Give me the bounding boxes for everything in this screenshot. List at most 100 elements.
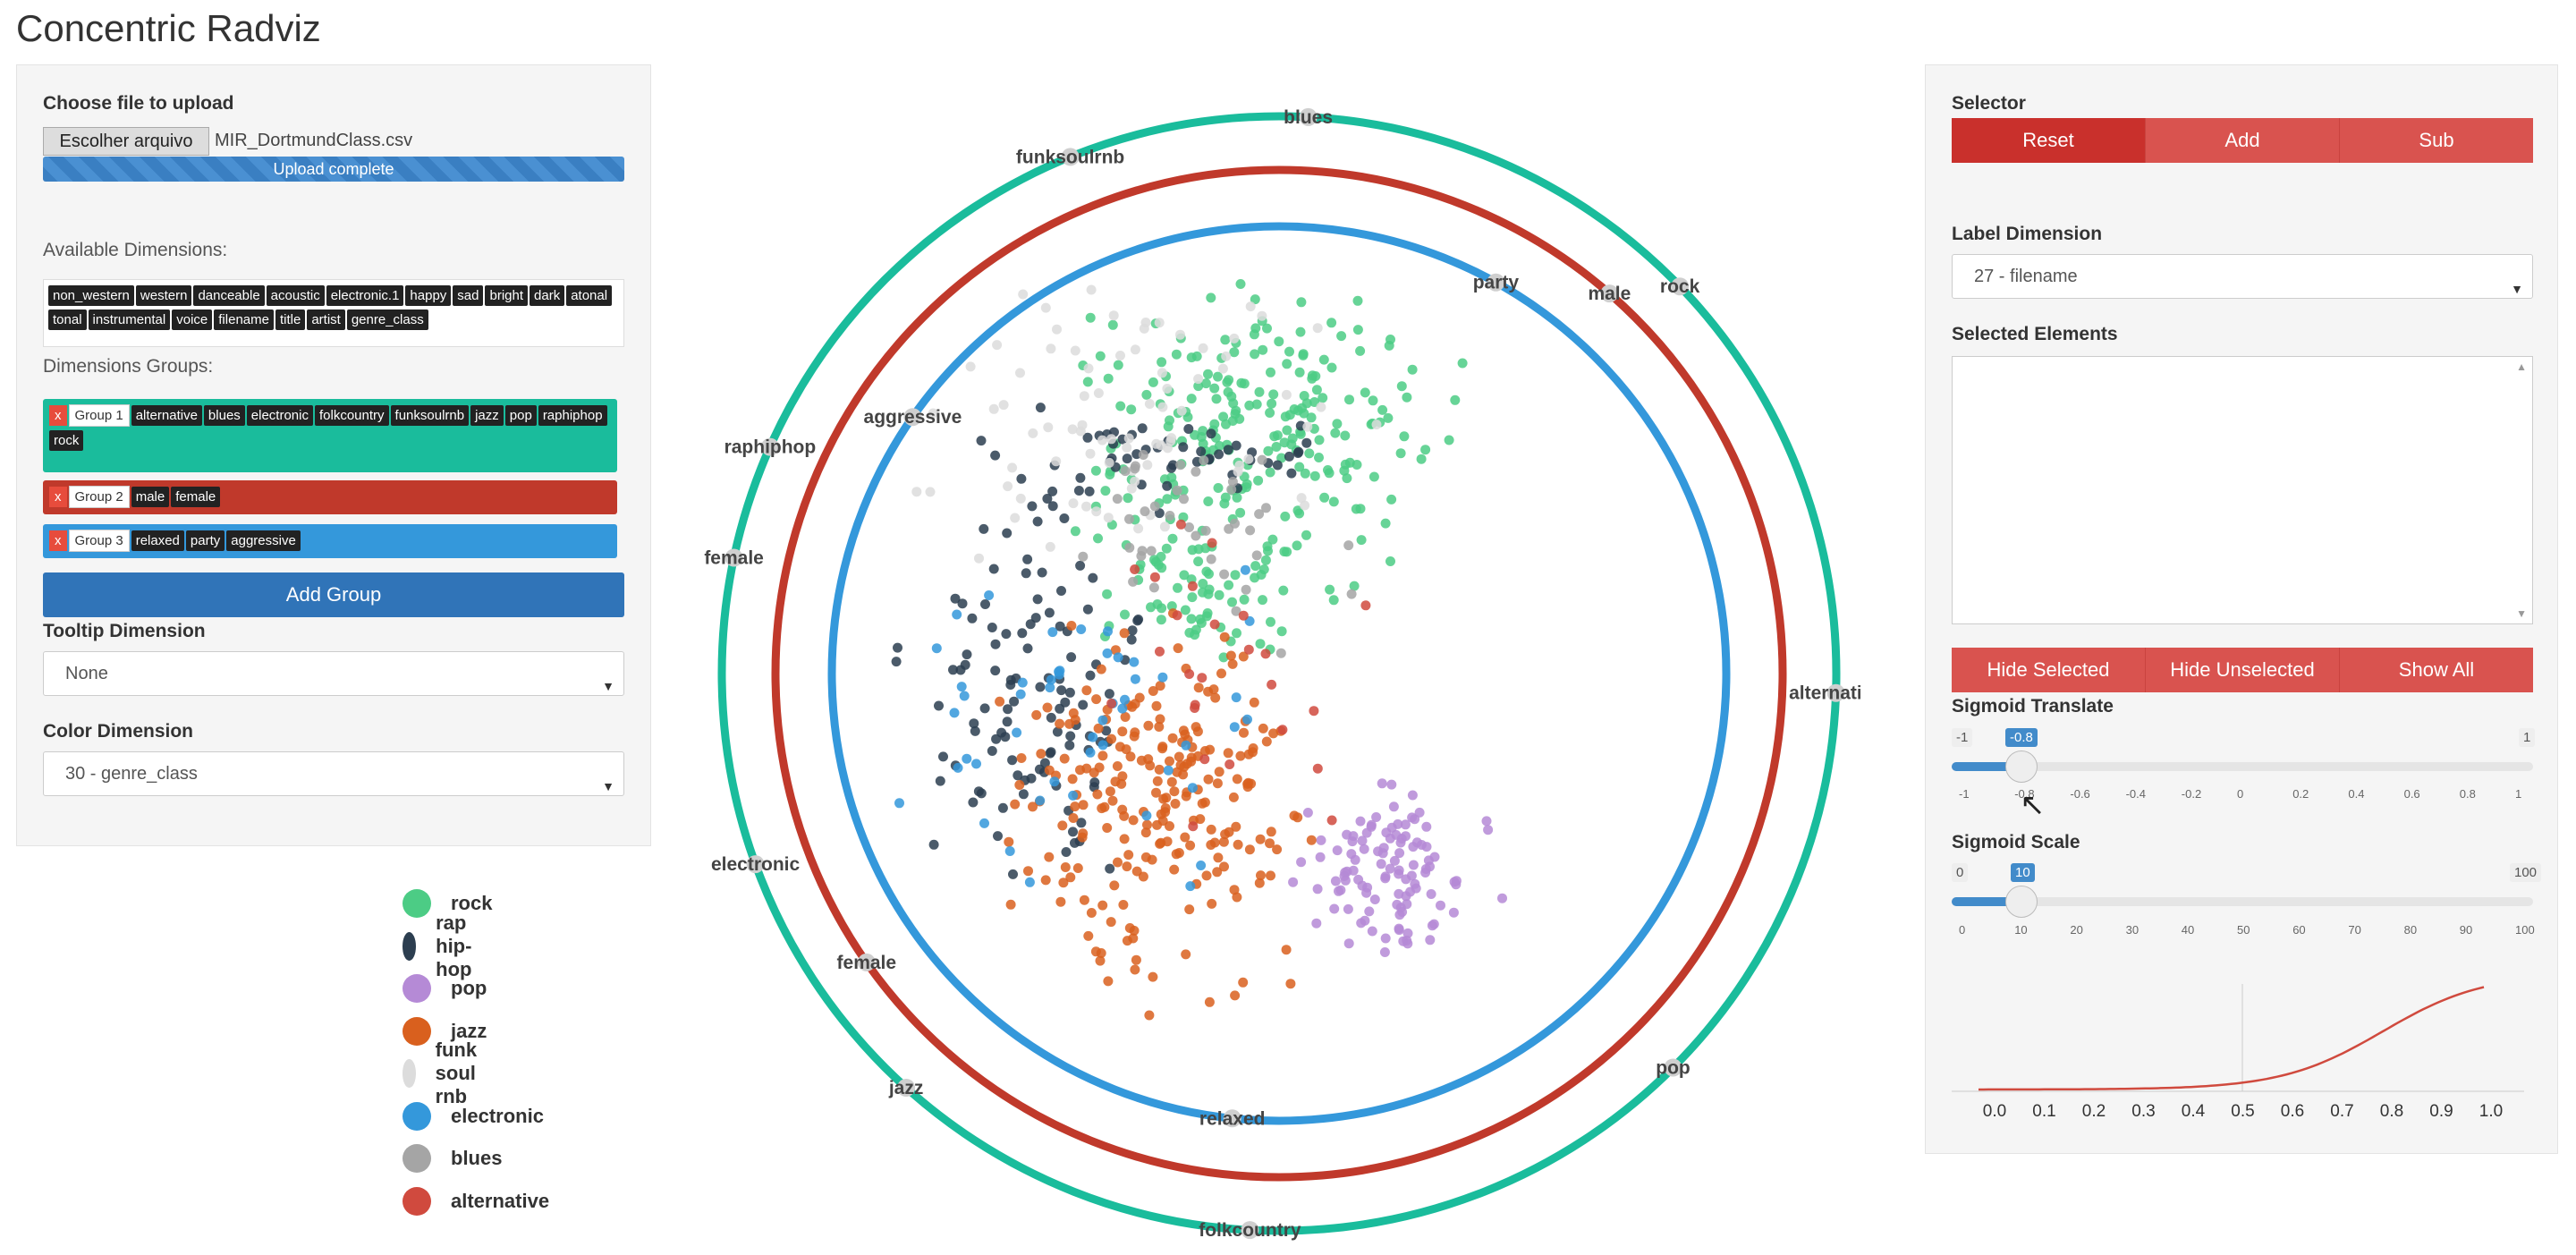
data-point[interactable] [1000, 732, 1011, 742]
data-point[interactable] [1402, 936, 1412, 945]
data-point[interactable] [957, 598, 968, 609]
data-point[interactable] [1122, 936, 1132, 946]
show-all-button[interactable]: Show All [2340, 648, 2533, 692]
data-point[interactable] [1055, 621, 1065, 632]
data-point[interactable] [1284, 451, 1294, 462]
data-point[interactable] [1339, 870, 1350, 881]
data-point[interactable] [1300, 468, 1310, 479]
data-point[interactable] [1139, 323, 1149, 334]
data-point[interactable] [1051, 456, 1062, 467]
data-point[interactable] [1311, 918, 1322, 929]
data-point[interactable] [1156, 615, 1166, 625]
data-point[interactable] [1149, 501, 1160, 512]
data-point[interactable] [1224, 580, 1234, 590]
data-point[interactable] [1042, 702, 1053, 713]
dimension-group[interactable]: x Group 2 male female [43, 480, 617, 514]
data-point[interactable] [1407, 364, 1418, 375]
data-point[interactable] [1065, 872, 1076, 883]
data-point[interactable] [1004, 836, 1014, 847]
data-point[interactable] [1043, 422, 1054, 433]
data-point[interactable] [1056, 685, 1067, 696]
data-point[interactable] [1231, 692, 1241, 703]
data-point[interactable] [973, 786, 984, 797]
data-point[interactable] [1411, 837, 1422, 848]
data-point[interactable] [1141, 810, 1152, 821]
data-point[interactable] [1104, 689, 1114, 700]
data-point[interactable] [1203, 369, 1213, 379]
group-dimension-chip[interactable]: alternative [131, 405, 202, 426]
data-point[interactable] [1045, 683, 1055, 693]
group-dimension-chip[interactable]: female [171, 487, 221, 507]
data-point[interactable] [1428, 919, 1439, 929]
data-point[interactable] [1359, 844, 1369, 854]
data-point[interactable] [1032, 594, 1043, 605]
data-point[interactable] [1289, 810, 1300, 821]
anchor-label[interactable]: male [1588, 284, 1631, 304]
data-point[interactable] [1130, 564, 1140, 574]
data-point[interactable] [1360, 915, 1370, 926]
data-point[interactable] [1206, 293, 1216, 303]
data-point[interactable] [934, 700, 944, 711]
data-point[interactable] [979, 818, 989, 828]
dimension-chip[interactable]: atonal [566, 285, 613, 306]
data-point[interactable] [894, 798, 904, 809]
data-point[interactable] [1190, 703, 1200, 713]
data-point[interactable] [1106, 917, 1116, 928]
data-point[interactable] [1107, 319, 1118, 330]
data-point[interactable] [1119, 628, 1130, 639]
data-point[interactable] [1229, 885, 1240, 895]
data-point[interactable] [1235, 279, 1246, 289]
data-point[interactable] [1163, 765, 1174, 776]
anchor-marker[interactable] [1600, 284, 1619, 303]
data-point[interactable] [1232, 774, 1242, 784]
data-point[interactable] [1448, 907, 1459, 918]
sub-button[interactable]: Sub [2340, 118, 2533, 163]
data-point[interactable] [1182, 759, 1192, 769]
data-point[interactable] [1319, 492, 1330, 503]
group-dimension-chip[interactable]: relaxed [131, 530, 184, 551]
data-point[interactable] [1119, 834, 1130, 844]
data-point[interactable] [1057, 820, 1068, 831]
data-point[interactable] [1148, 582, 1159, 593]
data-point[interactable] [1230, 990, 1241, 1001]
data-point[interactable] [1296, 297, 1307, 308]
data-point[interactable] [1295, 428, 1306, 439]
data-point[interactable] [1239, 378, 1250, 389]
data-point[interactable] [1366, 821, 1377, 832]
data-point[interactable] [1292, 448, 1303, 458]
anchor-marker[interactable] [760, 437, 779, 456]
data-point[interactable] [1243, 644, 1254, 655]
data-point[interactable] [1130, 699, 1140, 709]
data-point[interactable] [995, 696, 1005, 707]
data-point[interactable] [1200, 525, 1211, 536]
data-point[interactable] [1059, 513, 1070, 523]
data-point[interactable] [1144, 1010, 1155, 1021]
data-point[interactable] [1022, 643, 1033, 654]
data-point[interactable] [1151, 787, 1161, 798]
hide-unselected-button[interactable]: Hide Unselected [2146, 648, 2340, 692]
data-point[interactable] [1402, 392, 1412, 403]
data-point[interactable] [1360, 600, 1371, 611]
data-point[interactable] [1170, 799, 1181, 809]
data-point[interactable] [1267, 679, 1277, 690]
data-point[interactable] [1188, 821, 1199, 832]
data-point[interactable] [1173, 643, 1183, 654]
data-point[interactable] [1129, 731, 1140, 742]
data-point[interactable] [1106, 733, 1117, 744]
data-point[interactable] [1002, 717, 1013, 727]
data-point[interactable] [1081, 685, 1092, 696]
data-point[interactable] [1271, 442, 1282, 452]
data-point[interactable] [1355, 504, 1366, 514]
data-point[interactable] [1396, 381, 1407, 392]
data-point[interactable] [1088, 732, 1098, 742]
data-point[interactable] [1142, 460, 1153, 471]
data-point[interactable] [968, 797, 979, 808]
data-point[interactable] [1254, 509, 1265, 520]
data-point[interactable] [1199, 754, 1210, 765]
data-point[interactable] [1146, 602, 1156, 613]
data-point[interactable] [1075, 426, 1086, 437]
data-point[interactable] [1224, 375, 1234, 386]
data-point[interactable] [1035, 403, 1046, 413]
data-point[interactable] [1294, 462, 1305, 472]
data-point[interactable] [1300, 500, 1310, 511]
